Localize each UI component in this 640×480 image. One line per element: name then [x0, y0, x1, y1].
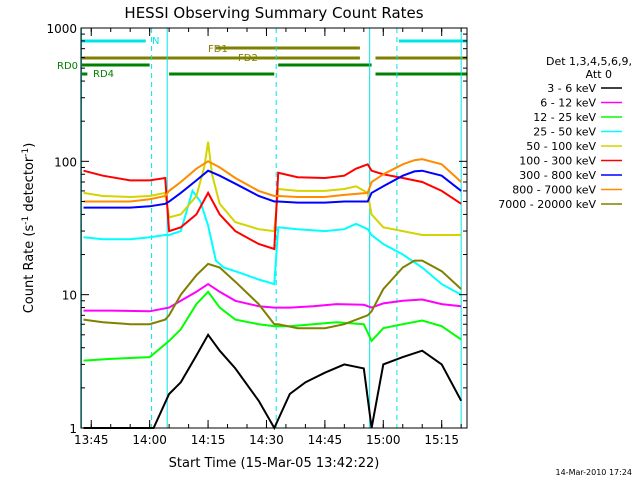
y-axis-label: Count Rate (s-1 detector-1) [21, 143, 37, 314]
y-axis-label-main: Count Rate (s [22, 225, 37, 314]
flag-bars: N FD1 FD2 RD0 RD4 [57, 36, 467, 80]
x-tick-label: 14:30 [249, 433, 284, 447]
legend: Det 1,3,4,5,6,9, Att 0 3 - 6 keV 6 - 12 k… [498, 55, 632, 211]
chart-title: HESSI Observing Summary Count Rates [124, 4, 423, 22]
flag-label-night: N [152, 36, 159, 47]
y-tick-label: 10 [62, 289, 77, 303]
x-tick-label: 14:45 [308, 433, 343, 447]
y-axis-label-end: ) [22, 143, 37, 148]
y-axis-label-mid: detector [22, 156, 37, 216]
y-axis-label-sup2: -1 [21, 148, 31, 157]
legend-label: 100 - 300 keV [519, 155, 596, 168]
axis-ticks: 13:45 14:00 14:15 14:30 14:45 15:00 15:15 1 10 10… [46, 22, 467, 447]
footer-timestamp: 14-Mar-2010 17:24 [556, 468, 633, 477]
legend-label: 7000 - 20000 keV [498, 198, 596, 211]
flag-label-rd4: RD4 [93, 69, 114, 80]
series-line-8 [83, 259, 462, 330]
legend-label: 12 - 25 keV [533, 111, 596, 124]
x-axis-label: Start Time (15-Mar-05 13:42:22) [169, 456, 380, 471]
x-tick-label: 14:00 [132, 433, 167, 447]
flag-label-fd1: FD1 [208, 44, 228, 55]
series-line-6 [83, 169, 462, 209]
series-line-7 [83, 158, 462, 203]
series-lines [83, 141, 463, 431]
x-tick-label: 14:15 [191, 433, 226, 447]
legend-label: 6 - 12 keV [540, 97, 596, 110]
flag-label-rd0: RD0 [57, 61, 78, 72]
y-tick-label: 1000 [46, 22, 77, 36]
plot-frame [80, 27, 468, 429]
flag-label-fd2: FD2 [238, 53, 258, 64]
y-tick-label: 100 [54, 155, 77, 169]
x-tick-label: 13:45 [74, 433, 109, 447]
series-line-1 [83, 282, 462, 313]
y-tick-label: 1 [69, 422, 77, 436]
legend-title-line1: Det 1,3,4,5,6,9, [546, 55, 632, 68]
legend-label: 25 - 50 keV [533, 126, 596, 139]
legend-label: 50 - 100 keV [526, 140, 596, 153]
series-line-2 [83, 290, 462, 362]
x-tick-label: 15:15 [424, 433, 459, 447]
legend-title-line2: Att 0 [586, 68, 612, 81]
x-tick-label: 15:00 [366, 433, 401, 447]
legend-label: 800 - 7000 keV [512, 184, 596, 197]
legend-label: 300 - 800 keV [519, 169, 596, 182]
legend-label: 3 - 6 keV [547, 82, 596, 95]
y-axis-label-sup1: -1 [21, 216, 31, 225]
series-line-0 [83, 332, 463, 431]
series-line-3 [83, 188, 462, 296]
